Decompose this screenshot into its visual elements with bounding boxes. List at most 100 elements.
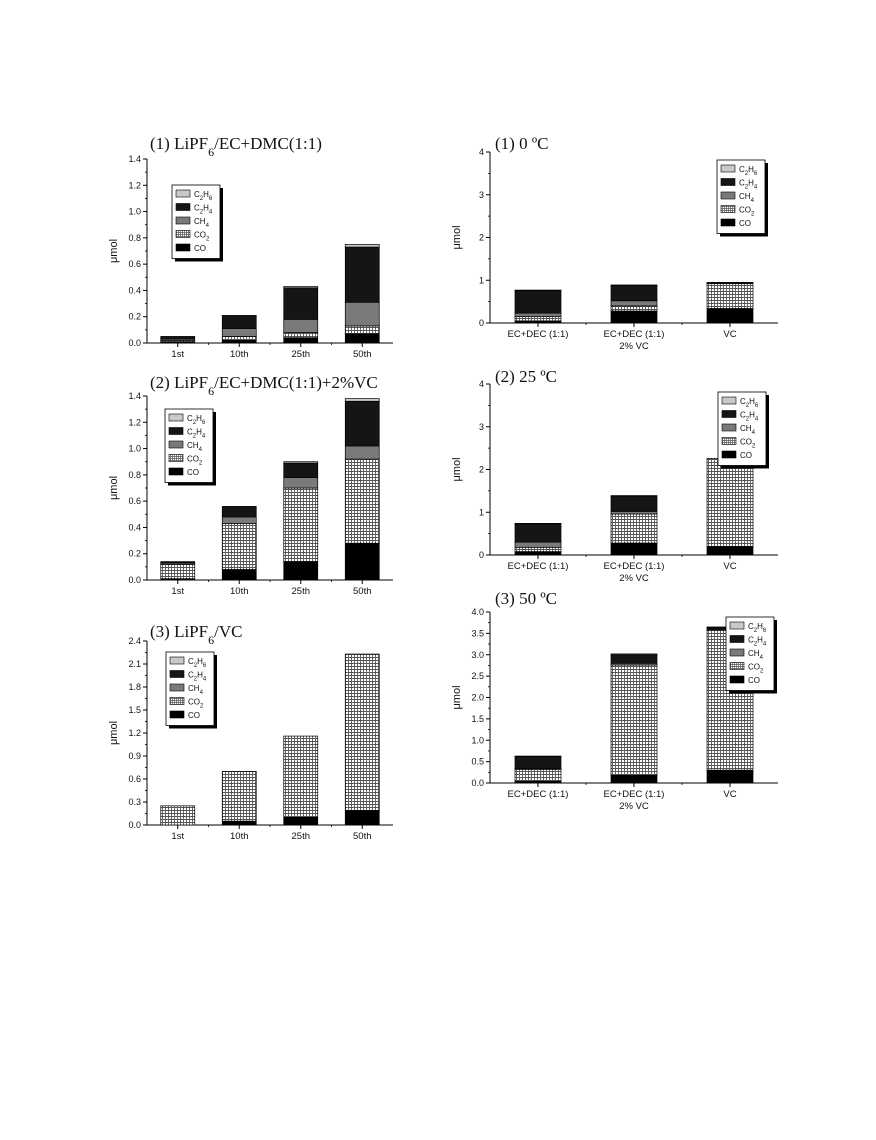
legend-label-ch4: CH4 [739,192,755,204]
legend-label-co2: CO2 [739,206,755,218]
y-tick-label: 4.0 [471,607,484,617]
legend-swatch-c2h4 [168,427,184,435]
bar-segment-co-2 [221,569,257,581]
bar-segment-co2-4 [344,325,380,335]
bar-segment-c2h4-3 [283,287,319,320]
y-tick-label: 2.4 [128,636,141,646]
y-tick-label: 0.4 [128,285,141,295]
bar-segment-c2h4-1 [514,756,562,769]
legend-swatch-co [720,218,736,227]
bar-segment-c2h6-4 [344,244,380,248]
bar-segment-c2h4-4 [344,246,380,303]
legend-swatch-co2 [168,454,184,462]
chart-panel-5: (2) 25 ºC 0 1 2 3 4 μmol EC+DEC (1:1) EC+DEC (1:… [451,367,778,584]
bar-segment-co2-3 [283,332,319,339]
legend-swatch-co2 [175,230,191,238]
legend-label-co2: CO2 [187,455,203,467]
x-tick-label: EC+DEC (1:1) [508,329,569,340]
bar-segment-c2h4-3 [706,282,754,285]
bar-segment-ch4-4 [344,301,380,327]
x-tick-label: VC [723,561,736,572]
legend-label-co2: CO2 [194,231,210,243]
legend-label-c2h4: C2H4 [187,428,206,440]
chart-title: (2) 25 ºC [495,367,557,386]
x-tick-label: EC+DEC (1:1) [604,789,665,800]
x-tick-label: 2% VC [619,801,649,812]
x-tick-label: 50th [353,586,372,597]
y-tick-label: 0 [479,550,484,560]
y-tick-label: 2.5 [471,671,484,681]
y-tick-label: 0.0 [128,575,141,585]
bar-segment-co2-1 [514,546,562,552]
legend-swatch-co2 [721,437,737,445]
bar-segment-co2-1 [514,768,562,782]
bar-segment-c2h4-1 [160,336,196,340]
bar-segment-co2-3 [283,487,319,562]
bar-segment-c2h6-2 [610,653,658,656]
bar-segment-c2h4-2 [610,654,658,664]
y-tick-label: 3 [479,190,484,200]
legend-swatch-ch4 [721,423,737,432]
bar-segment-co2-1 [514,316,562,322]
legend-label-c2h6: C2H6 [194,190,213,202]
y-tick-label: 1 [479,275,484,285]
legend-swatch-co2 [720,205,736,213]
y-tick-label: 0.6 [128,774,141,784]
bar-segment-co-4 [344,810,380,826]
bar-segment-co2-2 [221,770,257,822]
chart-panel-1: (1) LiPF6/EC+DMC(1:1) 0.0 0.2 0.4 0.6 0.8 1.0 1… [108,134,393,360]
y-axis-label: μmol [108,239,120,263]
y-axis-label: μmol [108,721,120,745]
legend-label-co: CO [740,451,752,460]
legend-swatch-c2h4 [720,178,736,186]
legend-label-co2: CO2 [188,698,204,710]
bar-segment-c2h4-1 [514,523,562,543]
legend-swatch-c2h6 [721,396,737,405]
bar-segment-c2h4-2 [610,495,658,512]
legend-swatch-c2h6 [720,164,736,173]
y-tick-label: 0.0 [128,338,141,348]
legend-swatch-c2h6 [175,189,191,198]
bar-segment-c2h4-4 [344,400,380,447]
bar-segment-co-1 [514,551,562,556]
chart-panel-6: (3) 50 ºC 0.0 0.5 1.0 1.5 2.0 2.5 3.0 3.5 4.0 μmol… [451,589,778,812]
bar-segment-ch4-4 [344,445,380,460]
y-tick-label: 0.5 [471,757,484,767]
bar-segment-ch4-3 [283,318,319,333]
bar-segment-c2h4-2 [221,315,257,329]
y-tick-label: 0.8 [128,470,141,480]
legend-label-co: CO [194,244,206,253]
bar-segment-ch4-2 [610,300,658,307]
y-tick-label: 1.5 [128,705,141,715]
legend-label-co: CO [187,468,199,477]
x-tick-label: 1st [171,586,184,597]
x-tick-label: 2% VC [619,341,649,352]
x-tick-label: 25th [292,831,311,842]
y-tick-label: 1.2 [128,728,141,738]
y-tick-label: 3.0 [471,650,484,660]
bar-segment-co2-2 [221,336,257,341]
y-tick-label: 2.1 [128,659,141,669]
legend-label-ch4: CH4 [194,217,210,229]
legend-swatch-c2h4 [169,670,185,678]
x-tick-label: 10th [230,831,249,842]
x-tick-label: 1st [171,349,184,360]
y-tick-label: 2 [479,233,484,243]
chart-panel-3: (3) LiPF6/VC 0.0 0.3 0.6 0.9 1.2 1.5 1.8 2.1 2.4 μ… [108,622,393,842]
legend-label-c2h6: C2H6 [748,622,767,634]
chart-panel-4: (1) 0 ºC 0 1 2 3 4 μmol EC+DEC (1:1) EC+DEC (1:1… [451,134,778,352]
legend-swatch-ch4 [720,191,736,200]
bar-segment-c2h6-2 [610,284,658,286]
bar-segment-co-4 [344,542,380,581]
legend-swatch-ch4 [169,683,185,692]
bar-segment-co2-1 [160,805,196,826]
chart-title: (2) LiPF6/EC+DMC(1:1)+2%VC [150,373,378,398]
legend-swatch-co [721,450,737,459]
bar-segment-co2-2 [610,664,658,776]
y-tick-label: 0 [479,318,484,328]
y-tick-label: 1.4 [128,154,141,164]
